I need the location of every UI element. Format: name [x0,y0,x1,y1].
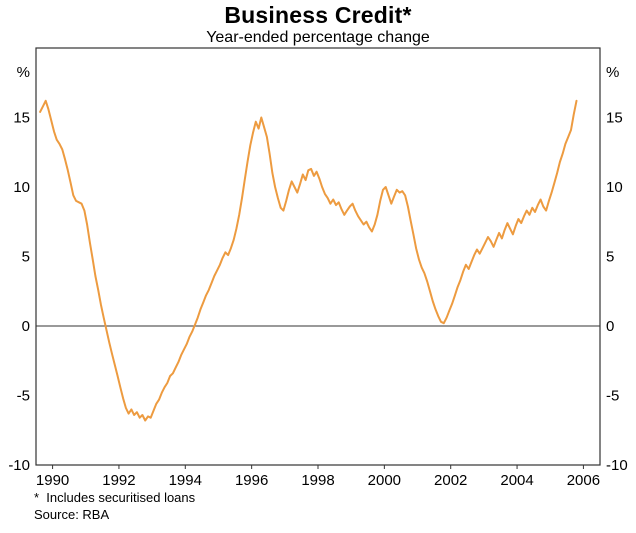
unit-label-right: % [606,64,619,81]
y-axis-label-right: -5 [606,388,619,405]
unit-label-left: % [17,64,30,81]
y-axis-label-left: 15 [13,110,30,127]
series-line [39,99,578,422]
source-note: Source: RBA [34,507,110,522]
x-axis-label: 1990 [36,472,69,489]
y-axis-label-right: -10 [606,457,628,474]
x-axis-label: 2006 [567,472,600,489]
y-axis-label-left: 10 [13,179,30,196]
y-axis-label-left: 0 [22,318,30,335]
y-axis-label-left: -5 [17,388,30,405]
y-axis-label-right: 10 [606,179,623,196]
x-axis-label: 1994 [169,472,202,489]
plot-area: 1990 1992 1994 1996 1998 2000 2002 2004 2006 -10 -… [8,47,628,489]
plot-frame [35,47,601,466]
x-axis-label: 1992 [102,472,135,489]
x-axis-label: 2000 [368,472,401,489]
y-axis-label-right: 15 [606,110,623,127]
chart-subtitle: Year-ended percentage change [206,29,430,46]
y-axis-label-right: 0 [606,318,614,335]
x-axis-label: 2004 [500,472,533,489]
x-axis-label: 1996 [235,472,268,489]
y-axis-label-left: -10 [8,457,30,474]
y-axis-label-left: 5 [22,249,30,266]
x-axis-label: 1998 [301,472,334,489]
y-axis-label-right: 5 [606,249,614,266]
x-axis-label: 2002 [434,472,467,489]
chart-title: Business Credit* [224,2,412,28]
footnote: * Includes securitised loans [34,490,196,505]
